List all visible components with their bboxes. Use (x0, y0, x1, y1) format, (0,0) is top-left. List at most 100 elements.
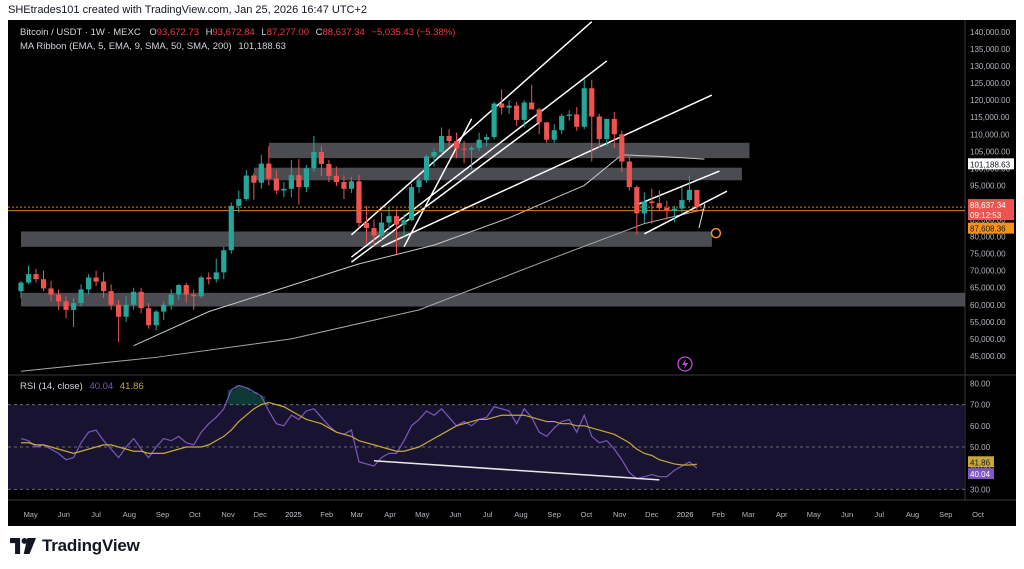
rsi-line (20, 384, 698, 480)
time-axis-label: Mar (350, 510, 363, 519)
candle-body (206, 277, 212, 280)
low-value: 87,277.00 (266, 27, 309, 38)
candle-body (641, 201, 647, 214)
ma-ribbon-legend: MA Ribbon (EMA, 5, EMA, 9, SMA, 50, SMA,… (20, 41, 286, 52)
symbol-legend: Bitcoin / USDT · 1W · MEXC O93,672.73 H9… (20, 27, 455, 38)
time-axis-label: 2026 (677, 510, 694, 519)
countdown-tag: 09:12:53 (970, 211, 1002, 220)
open-value: 93,672.73 (156, 27, 199, 38)
candle-body (634, 187, 640, 214)
sma-50-line (133, 154, 705, 347)
price-tick-label: 105,000.00 (970, 147, 1011, 156)
time-axis-label: Sep (939, 510, 952, 519)
candle-body (363, 222, 370, 229)
time-axis-label: May (415, 510, 429, 519)
high-value: 93,672.84 (212, 27, 255, 38)
candle-body (694, 189, 700, 208)
last-price-tag: 88,637.34 (970, 201, 1006, 210)
candle-body (228, 205, 234, 251)
time-axis-label: Apr (776, 510, 788, 519)
candle-body (108, 291, 114, 305)
tradingview-wordmark: TradingView (42, 536, 140, 555)
candle-body (85, 277, 92, 290)
candle-body (679, 200, 685, 209)
candle-body (461, 148, 467, 150)
last-price-tag-bg (968, 199, 1014, 211)
price-tick-label: 140,000.00 (970, 28, 1011, 37)
candle-body (386, 216, 392, 223)
chart-frame[interactable]: 140,000.00 135,000.00 130,000.00 125,000.00… (8, 20, 1016, 526)
time-axis-label: 2025 (285, 510, 302, 519)
time-axis-label: Feb (320, 510, 333, 519)
support-zone-3 (21, 292, 965, 307)
candle-body (18, 282, 24, 292)
candle-body (469, 147, 475, 150)
candle-body (438, 135, 445, 152)
candle-body (566, 114, 572, 116)
rsi-name: RSI (14, close) (20, 381, 83, 392)
candle-body (48, 288, 54, 295)
attribution-text: SHEtrades101 created with TradingView.co… (8, 4, 368, 16)
orange-price-tag-bg (968, 222, 1014, 234)
candle-body (423, 156, 430, 181)
candle-body (378, 222, 385, 236)
candle-body (649, 201, 655, 204)
price-tick-label: 75,000.00 (970, 250, 1006, 259)
candle-body (176, 285, 182, 295)
tradingview-brand[interactable]: TradingView (10, 536, 140, 556)
candle-body (356, 181, 362, 223)
candle-body (213, 272, 219, 280)
chart-canvas[interactable]: 140,000.00 135,000.00 130,000.00 125,000.00… (8, 20, 1016, 526)
candle-body (326, 163, 332, 176)
rsi-legend: RSI (14, close) 40.04 41.86 (20, 381, 144, 392)
time-axis-label: Jun (58, 510, 70, 519)
footer: TradingView (0, 526, 1024, 569)
ma-ribbon-name: MA Ribbon (EMA, 5, EMA, 9, SMA, 50, SMA,… (20, 41, 232, 52)
l-label: L (261, 27, 267, 38)
candle-body (198, 277, 204, 297)
candle-body (664, 207, 670, 211)
lightning-ring (677, 356, 693, 372)
change-value: −5,035.43 (−5.38%) (371, 27, 456, 38)
price-tick-label: 70,000.00 (970, 267, 1006, 276)
candle-body (559, 115, 565, 131)
price-tick-label: 45,000.00 (970, 352, 1006, 361)
time-axis-label: Aug (123, 510, 136, 519)
rsi-overbought-fill (257, 396, 266, 405)
rsi-overbought-fill (227, 389, 236, 405)
candle-body (408, 187, 415, 221)
candle-body (63, 301, 69, 310)
candle-body (33, 274, 39, 280)
candle-body (393, 216, 400, 225)
candle-body (243, 175, 249, 200)
rsi-tick-label: 50.00 (970, 443, 991, 452)
candle-body (611, 118, 617, 135)
candle-body (521, 102, 527, 120)
trendline-3 (403, 118, 473, 248)
candle-body (544, 122, 550, 140)
price-tick-label: 60,000.00 (970, 301, 1006, 310)
candle-body (93, 277, 99, 282)
rsi-value: 40.04 (89, 381, 114, 392)
c-label: C (315, 27, 323, 38)
candle-body (183, 285, 189, 295)
candle-body (529, 102, 535, 110)
candle-body (341, 182, 347, 189)
candle-body (536, 109, 542, 123)
time-axis-label: Oct (189, 510, 202, 519)
ma-price-tag: 101,188.63 (970, 160, 1011, 169)
rsi-tick-label: 70.00 (970, 401, 991, 410)
candle-body (116, 304, 122, 317)
time-axis-label: May (807, 510, 821, 519)
ma-ribbon-value: 101,188.63 (238, 41, 286, 52)
trendline-4 (350, 121, 540, 263)
rsi-overbought-fill (235, 385, 243, 405)
candle-body (551, 130, 557, 140)
candle-body (40, 279, 47, 289)
candle-body (446, 135, 452, 142)
close-value: 88,637.34 (322, 27, 365, 38)
price-tick-label: 135,000.00 (970, 45, 1011, 54)
candle-body (574, 114, 580, 127)
candle-body (266, 163, 272, 179)
candle-body (596, 116, 602, 140)
